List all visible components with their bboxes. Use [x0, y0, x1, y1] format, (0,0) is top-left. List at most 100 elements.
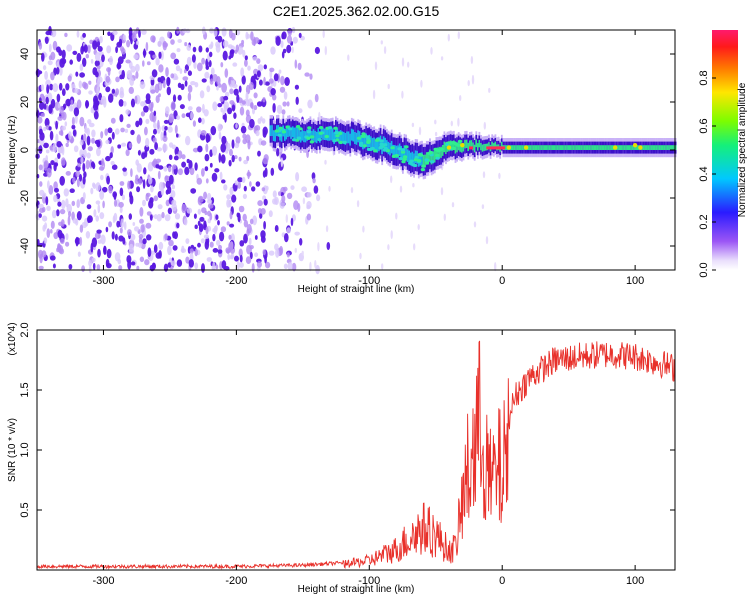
band-yellow-spot [632, 143, 638, 148]
noise-blob [173, 155, 179, 161]
noise-blob [105, 86, 111, 93]
noise-blob [240, 125, 247, 134]
band-core-column [456, 143, 458, 153]
noise-blob [221, 27, 227, 37]
noise-blob [130, 129, 135, 136]
noise-blob [139, 218, 144, 224]
noise-blob [69, 188, 75, 193]
noise-blob [121, 48, 126, 55]
snr-x-tick-label: 0 [499, 575, 505, 587]
noise-blob [196, 106, 202, 113]
noise-blob [199, 90, 205, 99]
noise-blob [226, 194, 232, 200]
noise-blob [71, 116, 75, 126]
band-core-column [374, 139, 377, 153]
noise-blob [262, 130, 267, 138]
noise-blob [290, 185, 295, 191]
noise-blob [234, 155, 238, 160]
noise-blob [115, 46, 118, 54]
noise-blob [239, 240, 245, 247]
noise-blob [123, 101, 127, 107]
noise-blob [43, 237, 48, 244]
colorbar-tick-label: 0.0 [698, 262, 710, 277]
band-core-column [360, 135, 363, 148]
noise-blob [41, 250, 47, 258]
band-core-column [580, 145, 583, 150]
faint-blob [457, 31, 460, 40]
noise-blob [47, 60, 53, 66]
noise-blob [252, 56, 258, 61]
noise-blob [229, 186, 234, 196]
noise-blob [164, 214, 171, 222]
noise-blob [167, 31, 171, 39]
noise-blob [186, 56, 192, 67]
noise-blob [79, 72, 85, 78]
band-core-column [307, 128, 310, 140]
noise-blob [150, 89, 156, 94]
faint-blob [374, 61, 378, 71]
band-peak-segment [496, 146, 505, 150]
band-core-column [617, 145, 620, 150]
noise-blob [97, 233, 101, 239]
noise-blob [65, 233, 69, 241]
noise-blob [50, 229, 53, 234]
noise-blob [241, 176, 246, 183]
band-core-column [389, 142, 391, 156]
band-core-column [365, 133, 368, 146]
noise-blob [156, 147, 163, 152]
noise-blob [263, 64, 267, 70]
noise-blob [280, 40, 284, 48]
noise-blob [123, 221, 127, 231]
band-core-column [596, 145, 599, 150]
band-speckle [358, 143, 364, 147]
noise-blob [231, 139, 235, 149]
band-core-column [633, 145, 636, 150]
noise-blob [96, 65, 101, 70]
faint-blob [280, 157, 284, 168]
spectrogram-y-tick-label: 0 [19, 147, 31, 153]
noise-blob [162, 80, 166, 89]
noise-blob [191, 54, 196, 63]
band-core-column [370, 136, 372, 149]
noise-blob [183, 218, 188, 226]
noise-blob [100, 131, 104, 139]
noise-blob [46, 228, 51, 239]
noise-blob [262, 249, 266, 256]
noise-blob [79, 236, 83, 246]
noise-blob [198, 117, 202, 123]
noise-blob [184, 80, 188, 87]
noise-blob [72, 129, 77, 137]
band-core-column [339, 130, 342, 142]
noise-blob [52, 142, 58, 153]
noise-blob [157, 77, 162, 83]
noise-blob [187, 70, 192, 76]
spectrogram-x-axis-label: Height of straight line (km) [298, 284, 415, 295]
noise-blob [157, 204, 163, 210]
band-core-column [644, 145, 647, 150]
faint-blob [457, 117, 460, 127]
noise-blob [253, 92, 258, 99]
noise-blob [201, 168, 205, 177]
noise-blob [311, 172, 316, 180]
noise-blob [138, 178, 143, 185]
band-speckle [362, 144, 367, 148]
band-core-column [387, 141, 390, 155]
noise-blob [272, 103, 276, 113]
noise-blob [74, 113, 78, 124]
noise-blob [281, 51, 285, 59]
noise-blob [228, 241, 234, 251]
band-core-column [534, 145, 537, 150]
noise-blob [140, 101, 145, 107]
band-core-column [539, 145, 541, 150]
band-core-column [574, 145, 576, 150]
noise-blob [209, 27, 214, 34]
noise-blob [161, 211, 165, 219]
faint-blob [471, 74, 475, 85]
band-speckle [373, 149, 378, 153]
noise-blob [129, 194, 134, 205]
noise-blob [217, 249, 223, 254]
snr-panel: -300 -200 -100 0 100 0.5 1.0 1.5 2.0 Height of s… [7, 322, 676, 595]
noise-blob [233, 88, 239, 96]
noise-blob [153, 122, 157, 129]
band-speckle [401, 160, 406, 164]
